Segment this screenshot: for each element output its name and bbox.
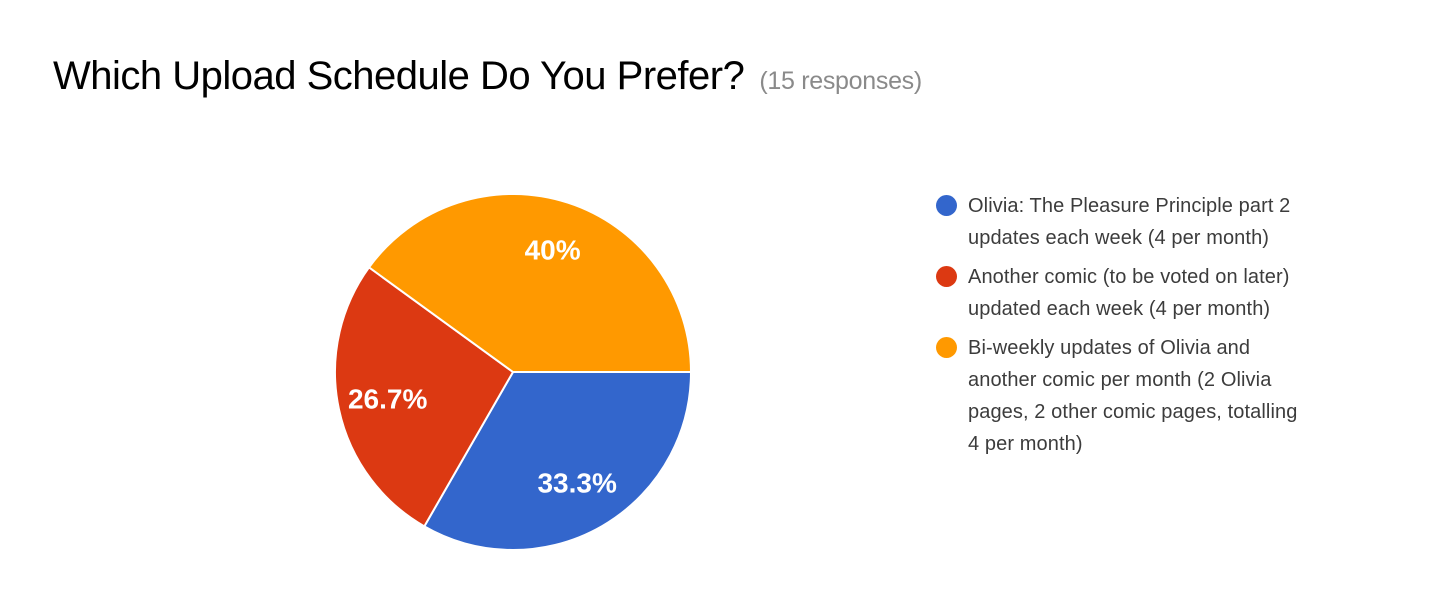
- page-title: Which Upload Schedule Do You Prefer?: [53, 54, 745, 98]
- pie-slice-3[interactable]: [367, 193, 692, 373]
- chart-legend: Olivia: The Pleasure Principle part 2 up…: [936, 190, 1376, 467]
- pie-slice-2[interactable]: [333, 266, 514, 528]
- pie-slice-percent-label: 33.3%: [537, 467, 616, 498]
- legend-item-another-comic: Another comic (to be voted on later) upd…: [936, 261, 1376, 325]
- legend-label-line: Olivia: The Pleasure Principle part 2: [968, 195, 1291, 217]
- legend-label-line: 4 per month): [968, 433, 1083, 455]
- legend-item-label: Olivia: The Pleasure Principle part 2 up…: [968, 190, 1290, 254]
- responses-count: (15 responses): [759, 67, 922, 95]
- legend-label-line: Bi-weekly updates of Olivia and: [968, 337, 1251, 359]
- legend-label-line: updated each week (4 per month): [968, 298, 1271, 320]
- legend-item-label: Bi-weekly updates of Olivia and another …: [968, 332, 1297, 460]
- legend-dot-orange-icon: [936, 337, 957, 358]
- pie-slice-1[interactable]: [423, 371, 692, 551]
- pie-slice-percent-label: 26.7%: [348, 383, 427, 414]
- pie-slice-percent-label: 40%: [525, 235, 581, 266]
- legend-label-line: updates each week (4 per month): [968, 227, 1270, 249]
- legend-dot-blue-icon: [936, 195, 957, 216]
- legend-dot-red-icon: [936, 266, 957, 287]
- legend-item-biweekly: Bi-weekly updates of Olivia and another …: [936, 332, 1376, 460]
- pie-chart: 33.3% 26.7% 40%: [333, 193, 692, 551]
- legend-label-line: Another comic (to be voted on later): [968, 266, 1290, 288]
- chart-header: Which Upload Schedule Do You Prefer? (15…: [53, 54, 922, 98]
- legend-label-line: another comic per month (2 Olivia: [968, 369, 1272, 391]
- legend-item-olivia-weekly: Olivia: The Pleasure Principle part 2 up…: [936, 190, 1376, 254]
- legend-item-label: Another comic (to be voted on later) upd…: [968, 261, 1290, 325]
- legend-label-line: pages, 2 other comic pages, totalling: [968, 401, 1298, 423]
